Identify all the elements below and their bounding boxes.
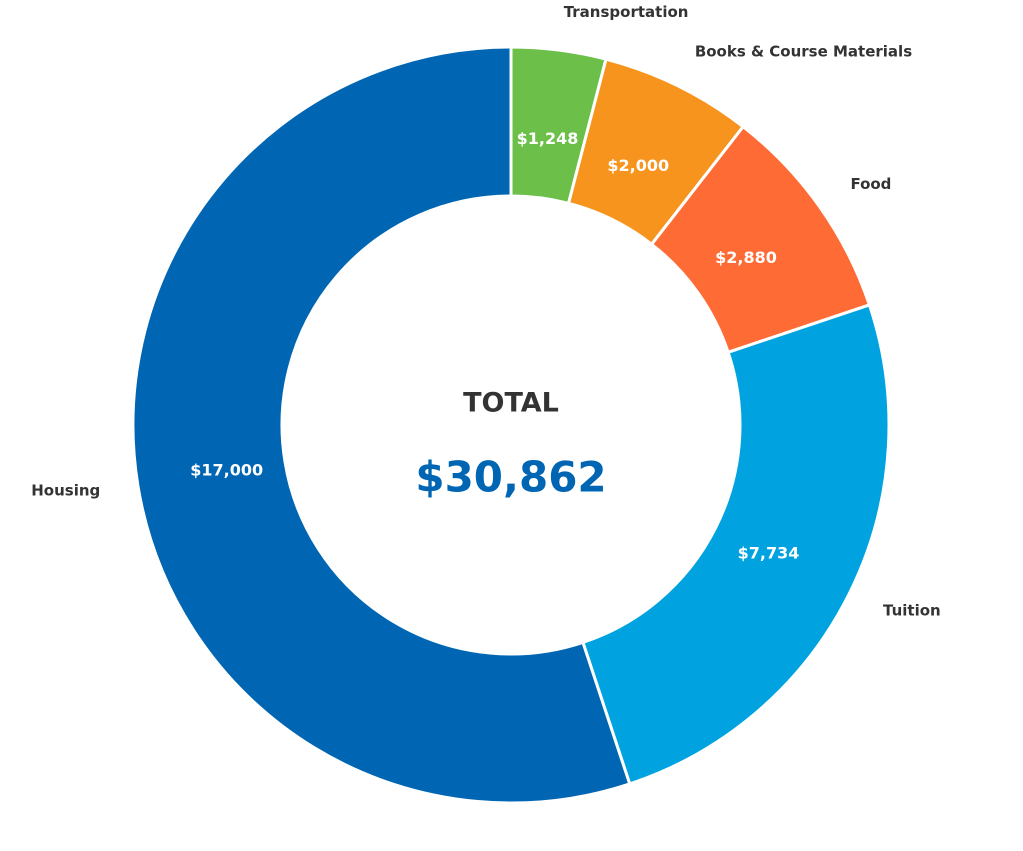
value-label: $7,734 <box>738 543 800 562</box>
value-label: $2,000 <box>607 156 669 175</box>
category-label: Books & Course Materials <box>695 42 912 60</box>
value-label: $1,248 <box>517 129 579 148</box>
value-label: $17,000 <box>190 460 263 479</box>
center-total: $30,862 <box>415 453 606 502</box>
donut-segment <box>131 45 632 805</box>
category-label: Transportation <box>564 3 689 21</box>
donut-segment <box>581 303 891 786</box>
category-label: Housing <box>31 482 100 500</box>
value-label: $2,880 <box>715 248 777 267</box>
category-label: Tuition <box>883 602 941 620</box>
center-title: TOTAL <box>463 388 559 419</box>
category-label: Food <box>850 175 891 193</box>
